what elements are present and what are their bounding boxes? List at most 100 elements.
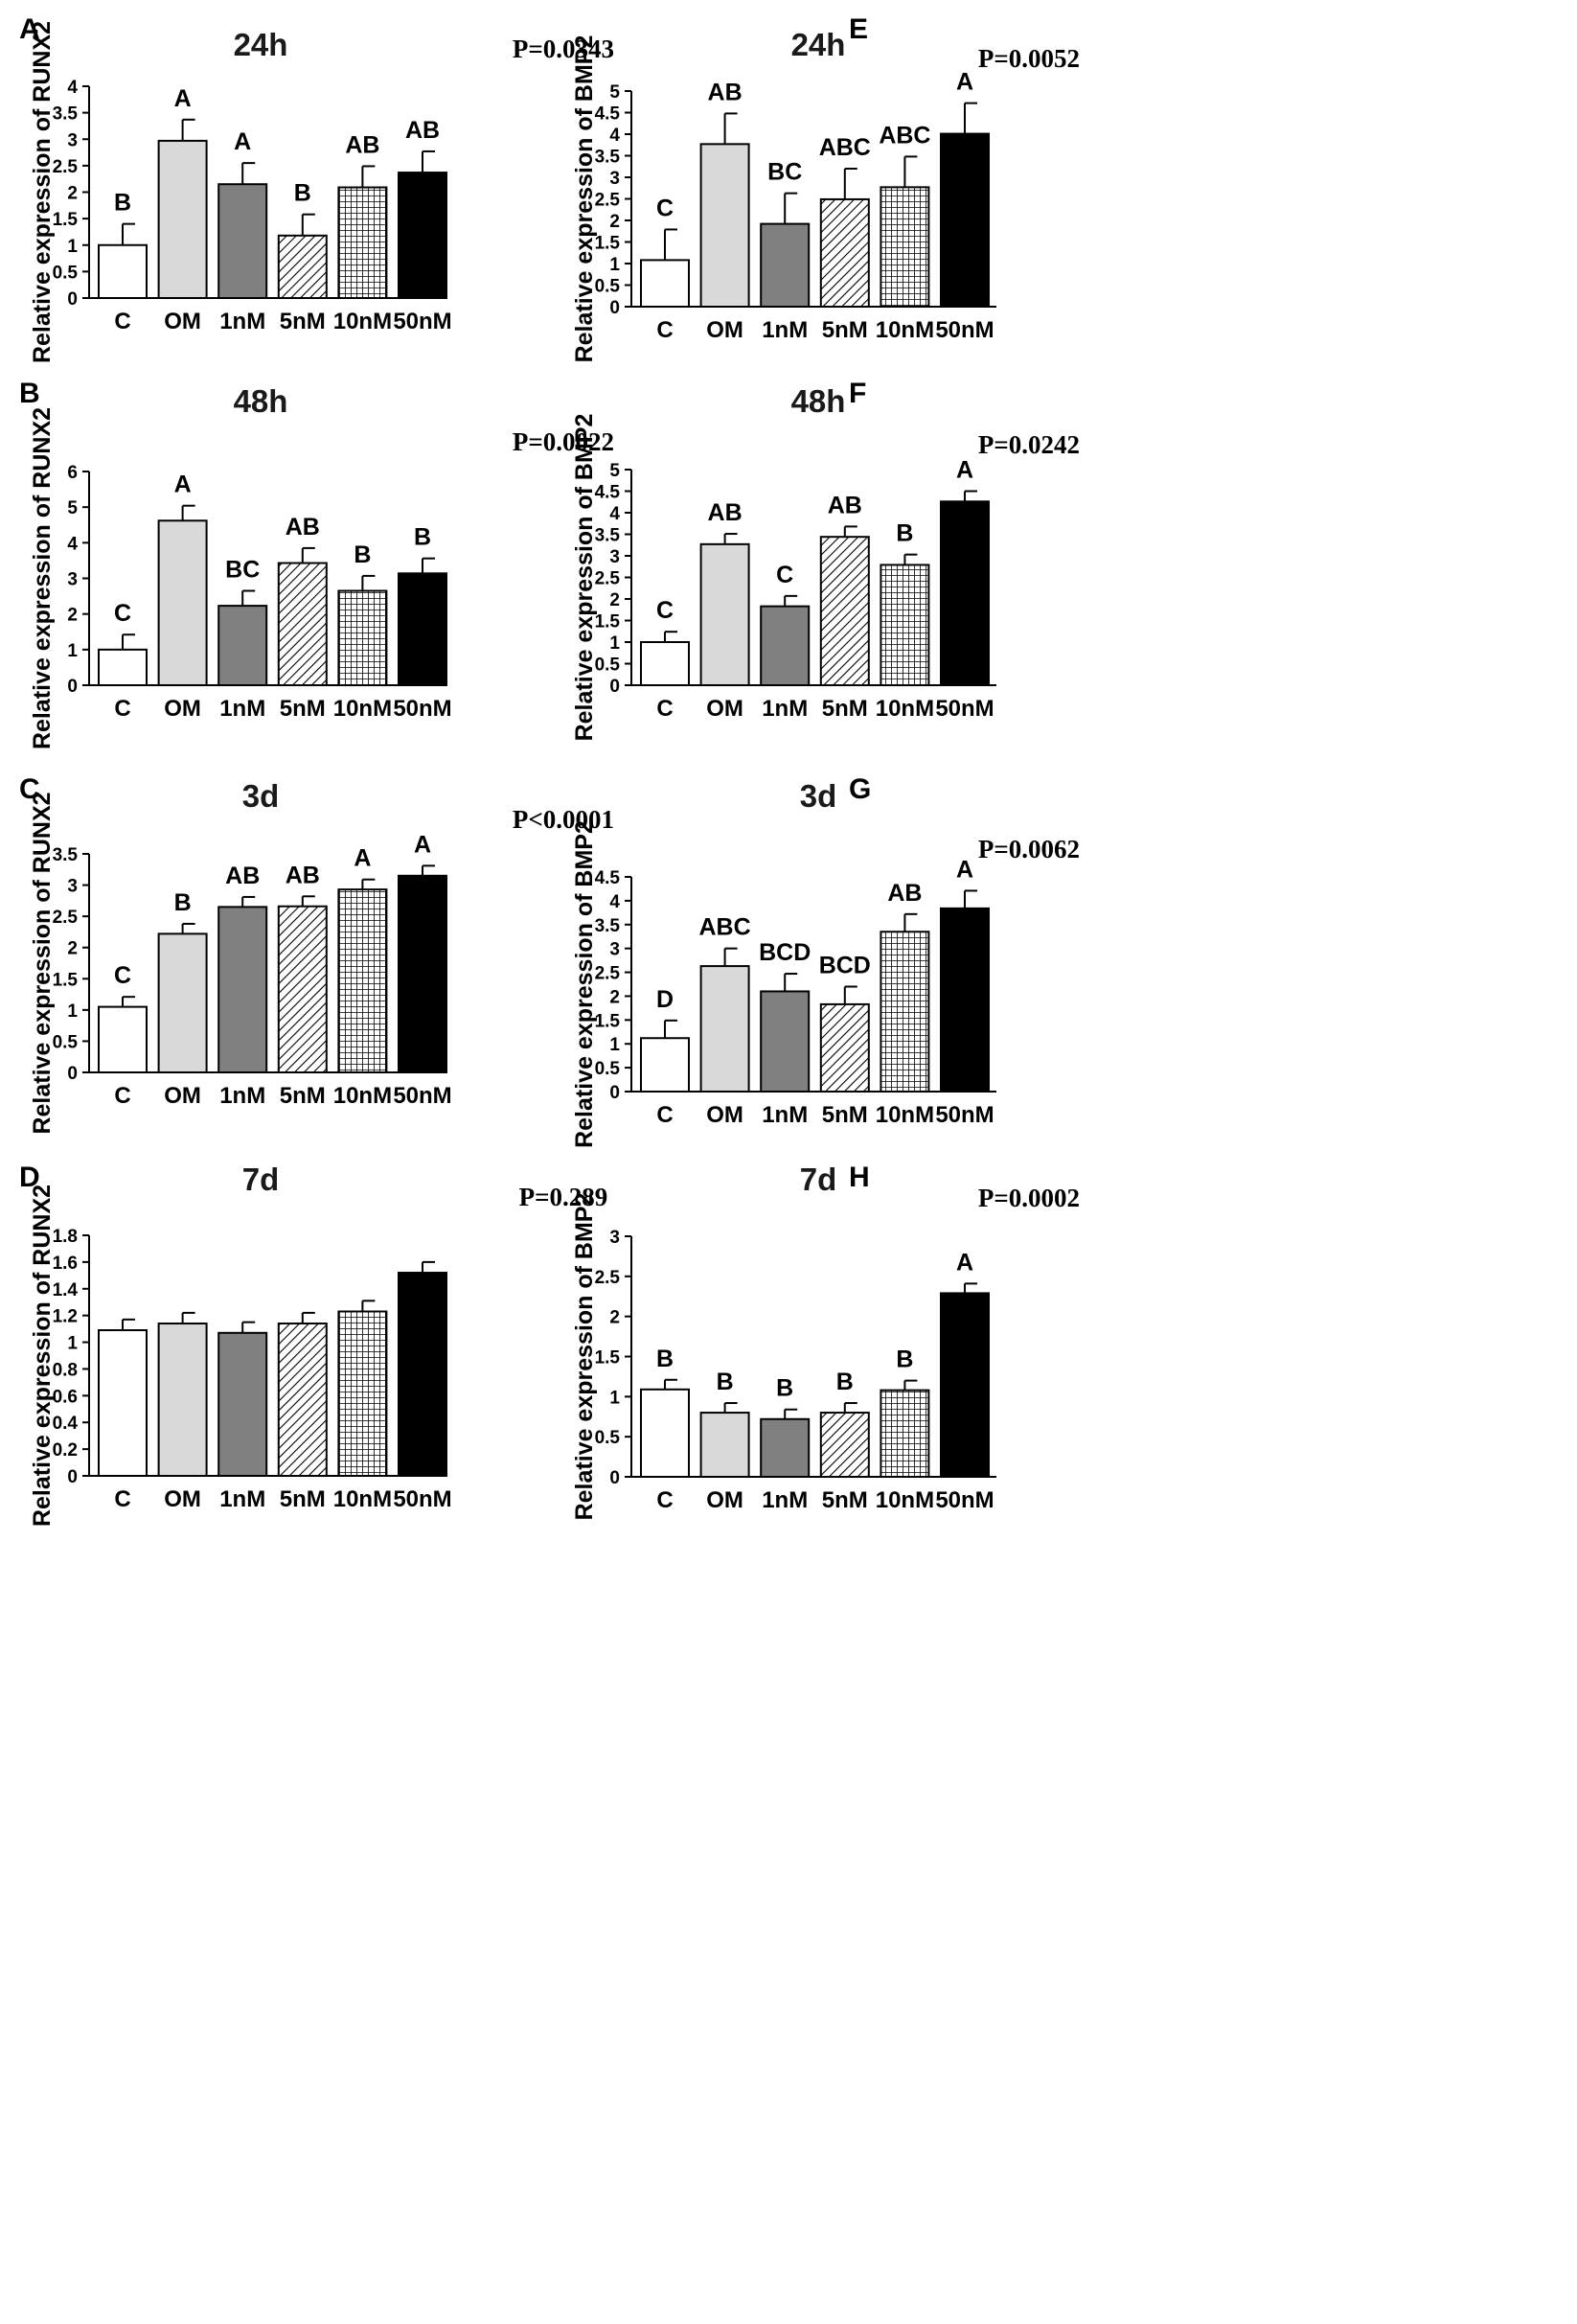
x-tick-label: 10nM <box>333 1486 392 1512</box>
chart-panel-h: H 7d P=0.0002 Relative expression of BMP2 0 0… <box>571 1162 1080 1520</box>
y-tick-label: 3.5 <box>595 148 621 168</box>
x-tick-label: 1nM <box>762 1487 808 1513</box>
bar-50nm <box>398 572 447 687</box>
y-axis-label: Relative expression of RUNX2 <box>29 1185 56 1527</box>
bar-1nm <box>760 1417 811 1479</box>
x-tick-label: 50nM <box>393 309 451 334</box>
significance-letter: ABC <box>699 914 751 941</box>
y-tick-label: 5 <box>67 498 78 518</box>
y-tick-label: 4 <box>67 78 78 98</box>
bar-c <box>98 243 148 299</box>
y-tick-label: 5 <box>609 461 620 481</box>
p-value: P=0.289 <box>519 1183 608 1211</box>
y-tick-label: 0 <box>609 1083 620 1103</box>
p-value: P=0.0022 <box>513 427 614 456</box>
chart-panel-d: D 7d P=0.289 Relative expression of RUNX2 0 0… <box>19 1162 607 1527</box>
y-axis-label: Relative expression of BMP2 <box>571 414 598 742</box>
y-axis-label: Relative expression of RUNX2 <box>29 21 56 363</box>
bar-1nm <box>217 183 268 299</box>
bar-10nm <box>337 888 388 1073</box>
y-tick-label: 0 <box>609 1468 620 1488</box>
significance-letter: B <box>354 541 371 568</box>
y-tick-label: 0 <box>67 289 78 310</box>
y-tick-label: 0.5 <box>595 277 621 297</box>
bar-c <box>640 259 690 308</box>
y-tick-label: 2.5 <box>53 908 79 928</box>
y-tick-label: 3.5 <box>595 916 621 936</box>
y-axis-label: Relative expression of BMP2 <box>571 820 598 1148</box>
bar-1nm <box>217 605 268 687</box>
x-tick-label: OM <box>164 1083 201 1109</box>
significance-letter: AB <box>286 862 320 888</box>
chart-title: 24h <box>234 27 288 62</box>
bar-om <box>157 139 208 299</box>
chart-title: 7d <box>242 1162 280 1197</box>
y-tick-label: 0 <box>609 298 620 318</box>
y-tick-label: 2 <box>67 939 78 959</box>
y-tick-label: 2.5 <box>53 157 79 177</box>
y-tick-label: 3 <box>67 130 78 150</box>
significance-letter: BC <box>767 159 802 186</box>
significance-letter: AB <box>345 131 379 158</box>
significance-letter: B <box>717 1369 734 1395</box>
y-tick-label: 3.5 <box>595 526 621 546</box>
bar-5nm <box>277 905 328 1073</box>
significance-letter: AB <box>225 863 260 889</box>
significance-letter: A <box>354 845 371 872</box>
x-tick-label: 50nM <box>935 696 994 722</box>
panel-letter: F <box>849 378 866 409</box>
y-tick-label: 0.5 <box>595 1059 621 1079</box>
bar-c <box>98 648 148 686</box>
y-tick-label: 0 <box>67 1467 78 1487</box>
x-tick-label: 1nM <box>762 317 808 343</box>
y-tick-label: 0 <box>67 677 78 697</box>
significance-letter: B <box>174 889 192 916</box>
chart-title: 48h <box>234 383 288 419</box>
y-tick-label: 4 <box>609 504 620 524</box>
y-tick-label: 2.5 <box>595 1268 621 1288</box>
bar-5nm <box>277 562 328 686</box>
x-tick-label: OM <box>706 1487 743 1513</box>
significance-letter: A <box>174 472 192 498</box>
y-tick-label: 1.5 <box>595 234 621 254</box>
bar-1nm <box>217 906 268 1073</box>
y-tick-label: 1 <box>67 1334 78 1354</box>
bar-c <box>640 641 690 686</box>
y-axis-label: Relative expression of BMP2 <box>571 35 598 363</box>
y-tick-label: 5 <box>609 82 620 103</box>
significance-letter: BC <box>225 557 260 584</box>
y-tick-label: 1 <box>67 641 78 661</box>
chart-panel-a: A 24h P=0.0343 Relative expression of RUNX2… <box>19 13 614 363</box>
x-tick-label: 5nM <box>822 1102 868 1128</box>
panel-letter: G <box>849 773 871 805</box>
y-tick-label: 1.5 <box>595 612 621 633</box>
y-tick-label: 1 <box>609 1035 620 1055</box>
bar-10nm <box>337 1310 388 1477</box>
y-tick-label: 2.5 <box>595 191 621 211</box>
chart-panel-g: G 3d P=0.0062 Relative expression of BMP2 0 0… <box>571 773 1080 1148</box>
significance-letter: D <box>656 986 674 1013</box>
x-tick-label: 10nM <box>333 309 392 334</box>
significance-letter: C <box>656 597 674 624</box>
p-value: P=0.0062 <box>978 835 1080 863</box>
y-tick-label: 0.5 <box>595 1428 621 1448</box>
x-tick-label: 5nM <box>822 696 868 722</box>
bar-om <box>157 1323 208 1477</box>
bar-10nm <box>337 186 388 299</box>
y-tick-label: 0.5 <box>53 263 79 283</box>
y-tick-label: 0.5 <box>595 656 621 676</box>
bar-50nm <box>398 172 447 299</box>
x-tick-label: OM <box>164 696 201 722</box>
y-tick-label: 4.5 <box>595 104 621 125</box>
y-axis-label: Relative expression of BMP2 <box>571 1193 598 1521</box>
significance-letter: A <box>956 69 973 96</box>
significance-letter: B <box>836 1369 854 1395</box>
x-tick-label: 5nM <box>280 309 326 334</box>
y-tick-label: 1 <box>609 633 620 654</box>
panel-letter: H <box>849 1162 870 1193</box>
bar-om <box>699 965 750 1093</box>
x-tick-label: 5nM <box>280 1486 326 1512</box>
x-tick-label: C <box>114 1486 130 1512</box>
